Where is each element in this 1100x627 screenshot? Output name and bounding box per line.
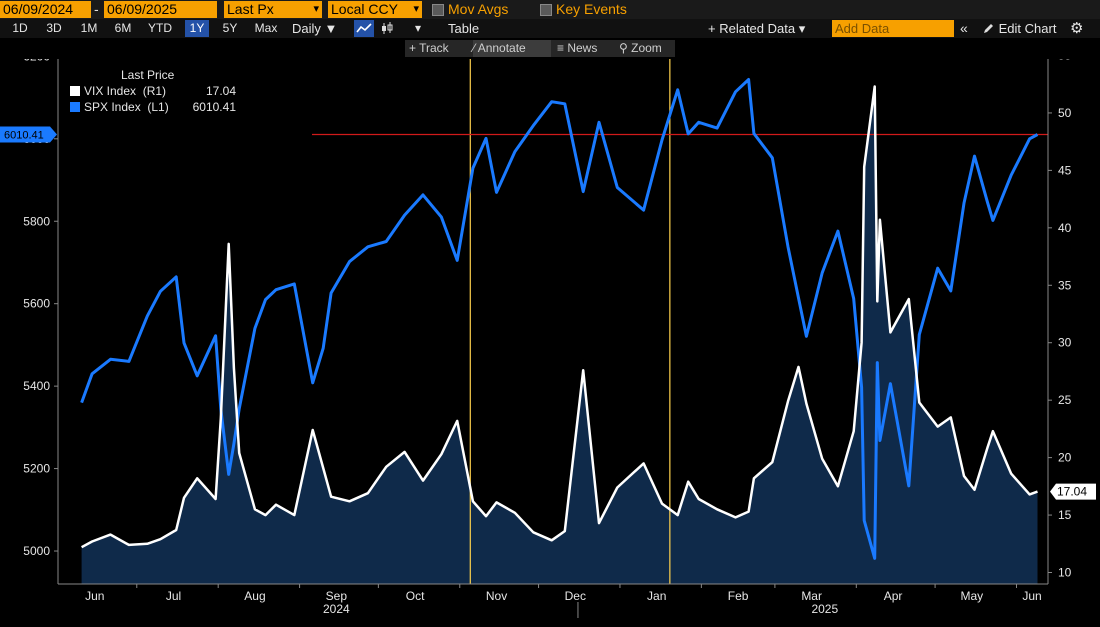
edit-chart-button[interactable]: Edit Chart xyxy=(982,20,1056,37)
legend-spx-value: 6010.41 xyxy=(193,100,237,114)
x-month-label: Jul xyxy=(166,589,181,603)
x-month-label: Sep xyxy=(326,589,348,603)
x-month-label: May xyxy=(961,589,984,603)
legend-vix-name: VIX Index (R1) xyxy=(84,84,166,98)
x-year-label: 2024 xyxy=(323,602,350,616)
legend-swatch-spx xyxy=(70,102,80,112)
x-month-label: Apr xyxy=(884,589,903,603)
end-date-field[interactable]: 06/09/2025 xyxy=(104,1,217,18)
candle-chart-icon[interactable] xyxy=(377,20,397,37)
key-events-checkbox[interactable] xyxy=(540,4,552,16)
price-field-select[interactable]: Last Px xyxy=(224,1,322,18)
x-month-label: Oct xyxy=(406,589,425,603)
right-tick-label: 55 xyxy=(1058,59,1072,62)
key-events-label: Key Events xyxy=(556,1,627,17)
left-tick-label: 5400 xyxy=(23,379,50,393)
add-data-input[interactable]: Add Data xyxy=(832,20,954,37)
right-badge-value: 17.04 xyxy=(1057,485,1087,499)
x-month-label: Feb xyxy=(728,589,749,603)
period-select[interactable]: Daily ▼ xyxy=(292,21,338,36)
x-axis: Jun Jul Aug Sep Oct Nov Dec Jan Feb Mar Apr May Jun 2… xyxy=(58,583,1048,618)
x-month-label: Jan xyxy=(647,589,666,603)
start-date-field[interactable]: 06/09/2024 xyxy=(0,1,91,18)
mov-avgs-checkbox[interactable] xyxy=(432,4,444,16)
left-tick-label: 5200 xyxy=(23,462,50,476)
zoom-tool-label: Zoom xyxy=(631,41,662,55)
right-tick-label: 25 xyxy=(1058,393,1072,407)
track-tool[interactable]: + Track xyxy=(409,40,469,57)
range-button-max[interactable]: Max xyxy=(254,21,278,35)
right-axis: 10 15 20 25 30 35 40 45 50 55 xyxy=(1047,59,1072,584)
right-tick-label: 40 xyxy=(1058,221,1072,235)
range-button-1m[interactable]: 1M xyxy=(80,21,98,35)
range-button-5y[interactable]: 5Y xyxy=(222,21,238,35)
range-button-1y[interactable]: 1Y xyxy=(185,20,209,37)
edit-chart-label: Edit Chart xyxy=(998,21,1057,36)
pencil-icon xyxy=(984,24,993,33)
settings-gear-icon[interactable]: ⚙ xyxy=(1070,20,1084,37)
chart-tools-bar: + Track ⁄ Annotate ≡ News ⚲ Zoom xyxy=(405,40,675,57)
range-bar xyxy=(0,19,1100,38)
annotate-tool[interactable]: ⁄ Annotate xyxy=(473,40,551,57)
range-button-3d[interactable]: 3D xyxy=(46,21,62,35)
header-bar: 06/09/2024 - 06/09/2025 Last Px Local CC… xyxy=(0,0,1100,19)
right-tick-label: 45 xyxy=(1058,163,1072,177)
left-badge-value: 6010.41 xyxy=(4,130,44,142)
price-chart[interactable]: 5000520054005600580060006200 10152025303… xyxy=(0,59,1100,627)
legend-swatch-vix xyxy=(70,86,80,96)
left-tick-label: 5800 xyxy=(23,214,50,228)
left-tick-label: 5000 xyxy=(23,544,50,558)
news-tool[interactable]: ≡ News xyxy=(557,40,613,57)
right-tick-label: 15 xyxy=(1058,508,1072,522)
x-year-label: 2025 xyxy=(811,602,838,616)
x-month-label: Jun xyxy=(85,589,104,603)
legend-title: Last Price xyxy=(121,68,175,82)
right-tick-label: 50 xyxy=(1058,106,1072,120)
news-tool-label: News xyxy=(567,41,598,55)
left-last-badge: 6010.41 xyxy=(0,126,57,143)
x-month-label: Jun xyxy=(1022,589,1041,603)
magnifier-icon: ⚲ xyxy=(619,41,632,55)
pen-icon: ⁄ xyxy=(473,41,478,55)
legend: Last Price VIX Index (R1) 17.04 SPX Inde… xyxy=(70,68,236,114)
right-last-badge: 17.04 xyxy=(1050,483,1096,500)
related-data-button[interactable]: + Related Data ▾ xyxy=(708,21,806,36)
spx-line xyxy=(80,78,1039,560)
x-month-label: Dec xyxy=(565,589,586,603)
vix-line xyxy=(81,85,1038,549)
currency-select[interactable]: Local CCY xyxy=(328,1,422,18)
table-button[interactable]: Table xyxy=(448,21,480,36)
news-icon: ≡ xyxy=(557,41,568,55)
left-tick-label: 6200 xyxy=(23,59,50,63)
right-tick-label: 30 xyxy=(1058,336,1072,350)
right-tick-label: 10 xyxy=(1058,566,1072,580)
x-month-label: Mar xyxy=(801,589,822,603)
collapse-icon[interactable]: « xyxy=(960,20,968,36)
left-tick-label: 5600 xyxy=(23,297,50,311)
legend-vix-value: 17.04 xyxy=(206,84,236,98)
zoom-tool[interactable]: ⚲ Zoom xyxy=(619,40,675,57)
line-chart-icon[interactable] xyxy=(354,20,374,37)
left-axis: 5000520054005600580060006200 xyxy=(23,59,59,584)
mov-avgs-label: Mov Avgs xyxy=(448,1,509,17)
right-tick-label: 35 xyxy=(1058,278,1072,292)
x-month-label: Nov xyxy=(486,589,507,603)
x-month-label: Aug xyxy=(244,589,265,603)
right-tick-label: 20 xyxy=(1058,451,1072,465)
annotate-tool-label: Annotate xyxy=(477,41,526,55)
chart-options-dropdown-icon[interactable]: ▾ xyxy=(414,21,422,35)
legend-spx-name: SPX Index (L1) xyxy=(84,100,169,114)
track-tool-label: Track xyxy=(419,41,449,55)
range-button-1d[interactable]: 1D xyxy=(12,21,28,35)
range-button-6m[interactable]: 6M xyxy=(114,21,132,35)
date-separator: - xyxy=(94,1,99,17)
range-button-ytd[interactable]: YTD xyxy=(148,21,172,35)
crosshair-icon: + xyxy=(409,41,420,55)
